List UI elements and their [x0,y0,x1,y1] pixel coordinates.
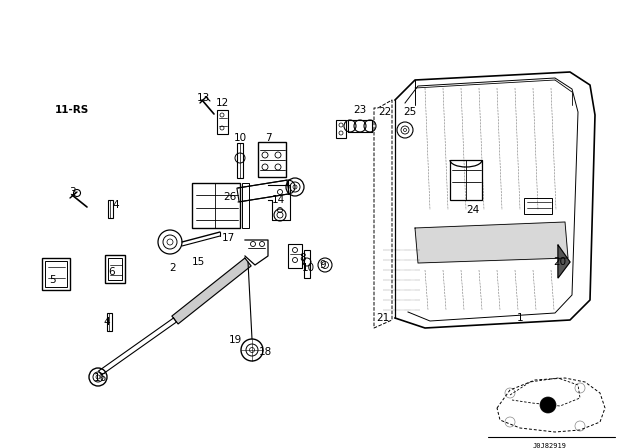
Polygon shape [99,318,177,375]
Text: 13: 13 [196,93,210,103]
Bar [336,120,346,138]
Bar [258,142,286,177]
Text: 22: 22 [378,107,392,117]
Text: 10: 10 [301,263,315,273]
Text: 19: 19 [228,335,242,345]
Bar [45,261,67,287]
Polygon shape [415,222,568,263]
Bar [192,183,240,228]
Bar [450,160,482,200]
Text: 5: 5 [49,275,55,285]
Text: 10: 10 [234,133,246,143]
Bar [304,250,310,278]
Bar [42,258,70,290]
Text: 4: 4 [113,200,119,210]
Text: 3: 3 [68,187,76,197]
Text: 26: 26 [223,192,237,202]
Text: 4: 4 [104,317,110,327]
Text: 2: 2 [170,263,176,273]
Text: 9: 9 [320,260,326,270]
Polygon shape [558,245,570,278]
Text: 25: 25 [403,107,417,117]
Text: 12: 12 [216,98,228,108]
Bar [107,313,112,331]
Text: 20: 20 [554,257,566,267]
Bar [217,110,228,134]
Text: 8: 8 [300,253,307,263]
Bar [237,143,243,178]
Text: 23: 23 [353,105,367,115]
Bar [108,200,113,218]
Bar [242,183,249,228]
Bar [288,244,302,268]
Bar [524,198,552,214]
Text: 18: 18 [259,347,271,357]
Circle shape [540,397,556,413]
Polygon shape [172,258,251,324]
Text: 1: 1 [516,313,524,323]
Text: J0J82919: J0J82919 [533,443,567,448]
Text: 17: 17 [221,233,235,243]
Text: 14: 14 [271,195,285,205]
Bar [108,258,122,280]
Text: 11-RS: 11-RS [55,105,89,115]
Text: 24: 24 [467,205,479,215]
Text: 7: 7 [265,133,271,143]
Text: 16: 16 [93,373,107,383]
Text: 21: 21 [376,313,390,323]
Text: 15: 15 [191,257,205,267]
Bar [348,120,372,132]
Text: 6: 6 [109,267,115,277]
Bar [105,255,125,283]
